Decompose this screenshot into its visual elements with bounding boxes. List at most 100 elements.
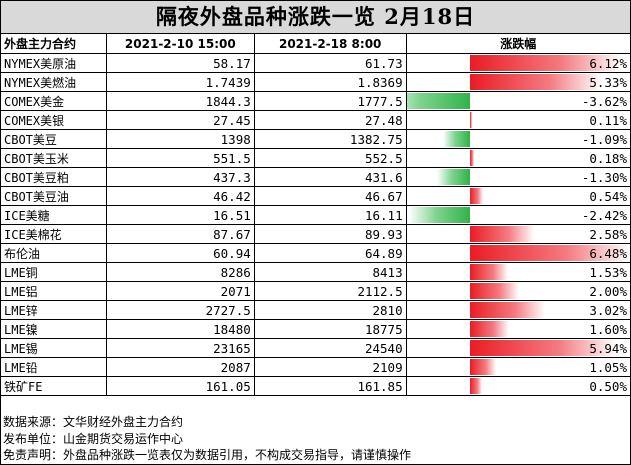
prev-price-cell[interactable]: 1.7439 bbox=[105, 72, 255, 92]
change-cell[interactable]: 2.58% bbox=[405, 224, 631, 244]
prev-price-cell[interactable]: 161.05 bbox=[105, 376, 255, 396]
curr-price-cell[interactable]: 431.6 bbox=[253, 167, 407, 187]
prev-price-cell[interactable]: 2087 bbox=[105, 357, 255, 377]
prev-price-cell[interactable]: 8286 bbox=[105, 262, 255, 282]
contract-name-cell[interactable]: NYMEX美燃油 bbox=[0, 72, 107, 92]
page-title: 隔夜外盘品种涨跌一览 2月18日 bbox=[0, 0, 631, 34]
change-bar-up bbox=[469, 283, 520, 299]
change-value: 6.12% bbox=[589, 55, 627, 71]
prev-price-cell[interactable]: 2727.5 bbox=[105, 300, 255, 320]
table-row: COMEX美金 1844.3 1777.5 -3.62% bbox=[0, 91, 631, 111]
prev-price-cell[interactable]: 23165 bbox=[105, 338, 255, 358]
change-cell[interactable]: 0.54% bbox=[405, 186, 631, 206]
contract-name-cell[interactable]: LME铜 bbox=[0, 262, 107, 282]
change-value: -1.30% bbox=[581, 169, 627, 185]
contract-name-cell[interactable]: NYMEX美原油 bbox=[0, 53, 107, 73]
note-source: 数据来源：文华财经外盘主力合约 bbox=[3, 415, 184, 429]
contract-name-cell[interactable]: CBOT美玉米 bbox=[0, 148, 107, 168]
table-row: LME铝 2071 2112.5 2.00% bbox=[0, 281, 631, 301]
contract-name-cell[interactable]: LME锡 bbox=[0, 338, 107, 358]
contract-name-cell[interactable]: ICE美糖 bbox=[0, 205, 107, 225]
prev-price-cell[interactable]: 87.67 bbox=[105, 224, 255, 244]
curr-price-cell[interactable]: 24540 bbox=[253, 338, 407, 358]
header-change[interactable]: 涨跌幅 bbox=[405, 33, 631, 54]
curr-price-cell[interactable]: 2112.5 bbox=[253, 281, 407, 301]
prev-price-cell[interactable]: 551.5 bbox=[105, 148, 255, 168]
change-value: 2.58% bbox=[589, 226, 627, 242]
contract-name-cell[interactable]: CBOT美豆 bbox=[0, 129, 107, 149]
table-row: ICE美棉花 87.67 89.93 2.58% bbox=[0, 224, 631, 244]
contract-name-cell[interactable]: LME锌 bbox=[0, 300, 107, 320]
change-bar-up bbox=[469, 359, 496, 375]
contract-name-cell[interactable]: 铁矿FE bbox=[0, 376, 107, 396]
curr-price-cell[interactable]: 46.67 bbox=[253, 186, 407, 206]
contract-name-cell[interactable]: CBOT美豆油 bbox=[0, 186, 107, 206]
table-row: COMEX美银 27.45 27.48 0.11% bbox=[0, 110, 631, 130]
contract-name-cell[interactable]: CBOT美豆粕 bbox=[0, 167, 107, 187]
header-curr-price[interactable]: 2021-2-18 8:00 bbox=[253, 33, 407, 54]
change-cell[interactable]: -2.42% bbox=[405, 205, 631, 225]
change-cell[interactable]: 1.05% bbox=[405, 357, 631, 377]
change-cell[interactable]: 0.18% bbox=[405, 148, 631, 168]
change-bar-up bbox=[469, 378, 483, 394]
change-bar-up bbox=[469, 245, 630, 261]
header-contract[interactable]: 外盘主力合约 bbox=[0, 33, 107, 54]
curr-price-cell[interactable]: 2109 bbox=[253, 357, 407, 377]
change-cell[interactable]: 6.48% bbox=[405, 243, 631, 263]
curr-price-cell[interactable]: 61.73 bbox=[253, 53, 407, 73]
change-cell[interactable]: 2.00% bbox=[405, 281, 631, 301]
change-cell[interactable]: 6.12% bbox=[405, 53, 631, 73]
contract-name-cell[interactable]: COMEX美金 bbox=[0, 91, 107, 111]
prev-price-cell[interactable]: 2071 bbox=[105, 281, 255, 301]
change-cell[interactable]: 5.33% bbox=[405, 72, 631, 92]
change-cell[interactable]: 1.60% bbox=[405, 319, 631, 339]
contract-name-cell[interactable]: LME镍 bbox=[0, 319, 107, 339]
change-bar-up bbox=[469, 302, 545, 318]
curr-price-cell[interactable]: 1.8369 bbox=[253, 72, 407, 92]
prev-price-cell[interactable]: 46.42 bbox=[105, 186, 255, 206]
table-row: 布伦油 60.94 64.89 6.48% bbox=[0, 243, 631, 263]
curr-price-cell[interactable]: 16.11 bbox=[253, 205, 407, 225]
curr-price-cell[interactable]: 89.93 bbox=[253, 224, 407, 244]
change-cell[interactable]: -1.09% bbox=[405, 129, 631, 149]
header-prev-price[interactable]: 2021-2-10 15:00 bbox=[105, 33, 255, 54]
curr-price-cell[interactable]: 1382.75 bbox=[253, 129, 407, 149]
footnotes: 数据来源：文华财经外盘主力合约 发布单位：山金期货交易运作中心 免责声明：外盘品… bbox=[3, 414, 628, 464]
table-row: ICE美糖 16.51 16.11 -2.42% bbox=[0, 205, 631, 225]
change-bar-down bbox=[442, 131, 470, 147]
curr-price-cell[interactable]: 1777.5 bbox=[253, 91, 407, 111]
change-cell[interactable]: 0.11% bbox=[405, 110, 631, 130]
contract-name-cell[interactable]: LME铝 bbox=[0, 281, 107, 301]
prev-price-cell[interactable]: 1844.3 bbox=[105, 91, 255, 111]
change-cell[interactable]: 0.50% bbox=[405, 376, 631, 396]
change-value: 2.00% bbox=[589, 283, 627, 299]
contract-name-cell[interactable]: ICE美棉花 bbox=[0, 224, 107, 244]
prev-price-cell[interactable]: 1398 bbox=[105, 129, 255, 149]
table-row: LME铅 2087 2109 1.05% bbox=[0, 357, 631, 377]
curr-price-cell[interactable]: 2810 bbox=[253, 300, 407, 320]
prev-price-cell[interactable]: 27.45 bbox=[105, 110, 255, 130]
contract-name-cell[interactable]: 布伦油 bbox=[0, 243, 107, 263]
curr-price-cell[interactable]: 27.48 bbox=[253, 110, 407, 130]
curr-price-cell[interactable]: 8413 bbox=[253, 262, 407, 282]
curr-price-cell[interactable]: 18775 bbox=[253, 319, 407, 339]
change-bar-up bbox=[469, 74, 603, 90]
prev-price-cell[interactable]: 437.3 bbox=[105, 167, 255, 187]
table-row: CBOT美豆粕 437.3 431.6 -1.30% bbox=[0, 167, 631, 187]
prev-price-cell[interactable]: 60.94 bbox=[105, 243, 255, 263]
curr-price-cell[interactable]: 161.85 bbox=[253, 376, 407, 396]
change-cell[interactable]: -1.30% bbox=[405, 167, 631, 187]
prev-price-cell[interactable]: 18480 bbox=[105, 319, 255, 339]
contract-name-cell[interactable]: COMEX美银 bbox=[0, 110, 107, 130]
change-cell[interactable]: 5.94% bbox=[405, 338, 631, 358]
prev-price-cell[interactable]: 58.17 bbox=[105, 53, 255, 73]
curr-price-cell[interactable]: 64.89 bbox=[253, 243, 407, 263]
change-bar-up bbox=[469, 188, 484, 204]
curr-price-cell[interactable]: 552.5 bbox=[253, 148, 407, 168]
prev-price-cell[interactable]: 16.51 bbox=[105, 205, 255, 225]
change-cell[interactable]: 3.02% bbox=[405, 300, 631, 320]
contract-name-cell[interactable]: LME铅 bbox=[0, 357, 107, 377]
change-cell[interactable]: 1.53% bbox=[405, 262, 631, 282]
change-cell[interactable]: -3.62% bbox=[405, 91, 631, 111]
